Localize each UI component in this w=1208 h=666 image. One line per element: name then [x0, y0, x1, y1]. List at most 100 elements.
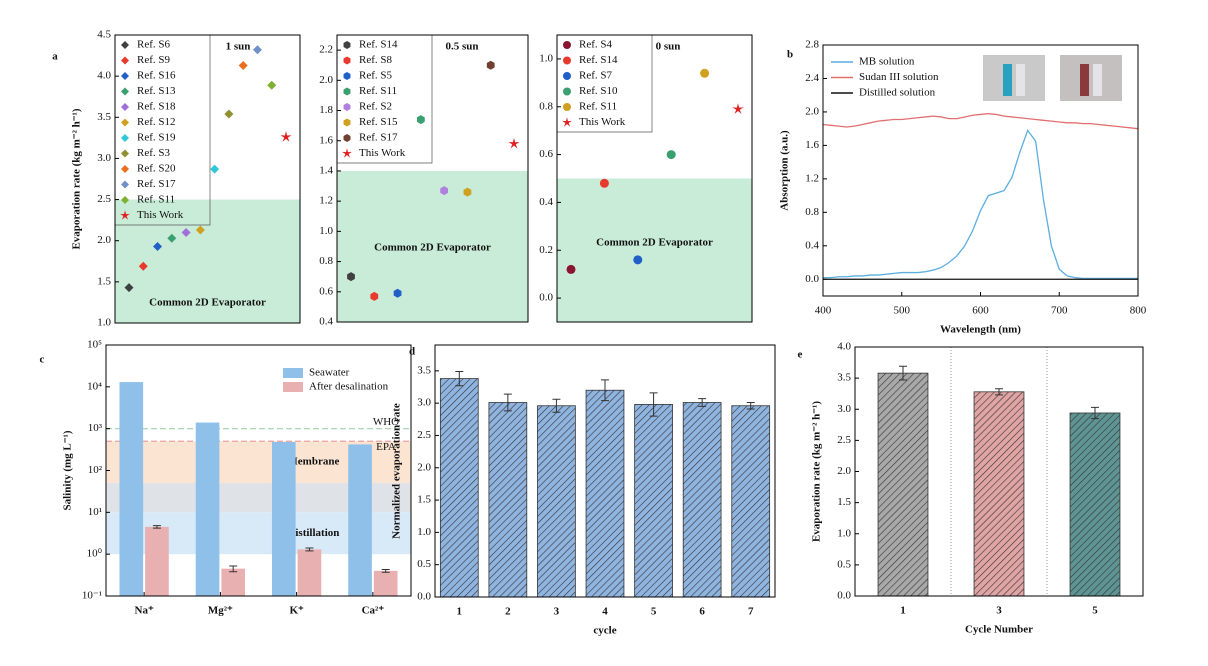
legend-frame [557, 35, 653, 133]
legend-label: Seawater [309, 367, 350, 379]
y-tick-label: 0.0 [805, 273, 819, 285]
x-tick-label: 7 [748, 606, 754, 618]
bar [195, 422, 220, 596]
point [732, 103, 744, 114]
y-tick-label: 2.4 [805, 72, 819, 84]
chart-title: 1 sun [226, 41, 251, 53]
plot-frame [336, 34, 529, 323]
legend-label: This Work [359, 147, 406, 159]
legend-marker [563, 87, 571, 96]
legend-label: Ref. S3 [137, 147, 171, 159]
panel: b 0.0 0.4 0.8 1.2 1.6 2.0 2.4 2.8 Absorption (a.u… [779, 39, 1147, 336]
x-tick-label: 2 [505, 606, 511, 618]
x-tick-label: 5 [651, 606, 657, 618]
x-tick-label: K⁺ [289, 605, 304, 617]
legend-label: Ref. S7 [579, 70, 613, 82]
legend-marker [121, 196, 129, 204]
y-tick-label: 2.2 [319, 44, 333, 56]
legend-marker [343, 41, 351, 49]
error-bar [152, 525, 161, 529]
point [153, 241, 163, 251]
shaded-region [557, 178, 752, 322]
point [393, 288, 402, 298]
x-tick-label: 1 [900, 605, 906, 617]
plot-frame [822, 44, 1139, 297]
y-tick-label: 2.5 [837, 434, 851, 446]
y-tick-label: 3.0 [837, 403, 851, 415]
y-tick-label: 0.4 [539, 196, 553, 208]
chart-title: 0.5 sun [445, 41, 478, 53]
error-bar [995, 388, 1003, 396]
y-tick-label: 4.5 [97, 29, 111, 41]
point [633, 255, 643, 265]
point [599, 178, 609, 188]
legend-marker [121, 180, 129, 189]
x-tick-label: 3 [554, 606, 560, 618]
x-tick-label: 600 [972, 305, 989, 317]
legend-marker [121, 165, 129, 173]
y-tick-label: 4.0 [837, 341, 851, 353]
y-tick-label: 3.5 [837, 372, 851, 384]
y-tick-label: 1.5 [97, 275, 111, 287]
y-tick-label: 1.0 [837, 527, 851, 539]
panel: Common 2D Evaporator 0.4 0.6 0.8 1.0 1.2 1.4 1.… [319, 34, 529, 328]
legend-marker [343, 134, 351, 142]
point [224, 109, 234, 119]
point [195, 225, 205, 235]
y-tick-label: 1.0 [97, 317, 111, 329]
point [700, 68, 710, 78]
error-bar [305, 547, 314, 552]
y-tick-label: 0.4 [319, 316, 333, 328]
shaded-region [337, 170, 528, 322]
y-tick-label: 1.0 [319, 225, 333, 237]
legend-label: Ref. S10 [579, 85, 618, 97]
y-tick-label: 1.5 [837, 496, 851, 508]
y-tick-label: 3.5 [97, 111, 111, 123]
point [280, 131, 292, 142]
error-bar [899, 365, 907, 381]
panel: c Membrane Distillation WHO EPA 10⁻¹ 10⁰ 10¹ 10²… [40, 339, 412, 617]
y-tick-label: 10¹ [88, 506, 102, 518]
x-tick-label: Ca²⁺ [362, 605, 385, 617]
legend-marker [563, 72, 571, 80]
vial [1016, 64, 1025, 96]
legend-marker [343, 118, 351, 127]
legend-marker [563, 103, 571, 111]
bar [271, 442, 296, 596]
x-axis-label: Cycle Number [965, 624, 1033, 636]
y-tick-label: 10² [88, 464, 103, 476]
y-tick-label: 10³ [88, 422, 103, 434]
bar [373, 570, 398, 596]
y-tick-label: 2.5 [417, 429, 431, 441]
error-bar [649, 392, 658, 417]
vial [1003, 64, 1012, 96]
panel-label: b [787, 49, 793, 61]
legend-marker [121, 87, 129, 96]
y-tick-label: 1.2 [319, 195, 333, 207]
annotation: Common 2D Evaporator [596, 237, 713, 249]
point [416, 115, 425, 125]
y-axis-label: Evaporation rate (kg m⁻² h⁻¹) [71, 108, 83, 249]
point [463, 187, 472, 197]
legend-label: Ref. S11 [137, 194, 175, 206]
bar [682, 402, 722, 598]
plot-frame [105, 344, 412, 597]
y-tick-label: 10⁴ [87, 380, 102, 392]
y-tick-label: 0.6 [319, 285, 333, 297]
y-tick-label: 0.8 [539, 100, 553, 112]
x-tick-label: 400 [815, 305, 832, 317]
bar [221, 568, 246, 596]
y-tick-label: 10⁵ [87, 339, 102, 351]
legend-label: Ref. S20 [137, 163, 176, 175]
legend-label: Distilled solution [859, 87, 936, 99]
y-tick-label: 0.2 [539, 244, 553, 256]
y-tick-label: 1.8 [319, 104, 333, 116]
legend-label: This Work [579, 116, 626, 128]
legend-label: Ref. S5 [359, 70, 393, 82]
y-tick-label: 2.0 [417, 461, 431, 473]
legend-label: Ref. S17 [137, 178, 176, 190]
error-bar [552, 398, 561, 413]
x-tick-label: 1 [457, 606, 463, 618]
legend-label: Ref. S12 [137, 116, 176, 128]
bar [145, 526, 169, 596]
